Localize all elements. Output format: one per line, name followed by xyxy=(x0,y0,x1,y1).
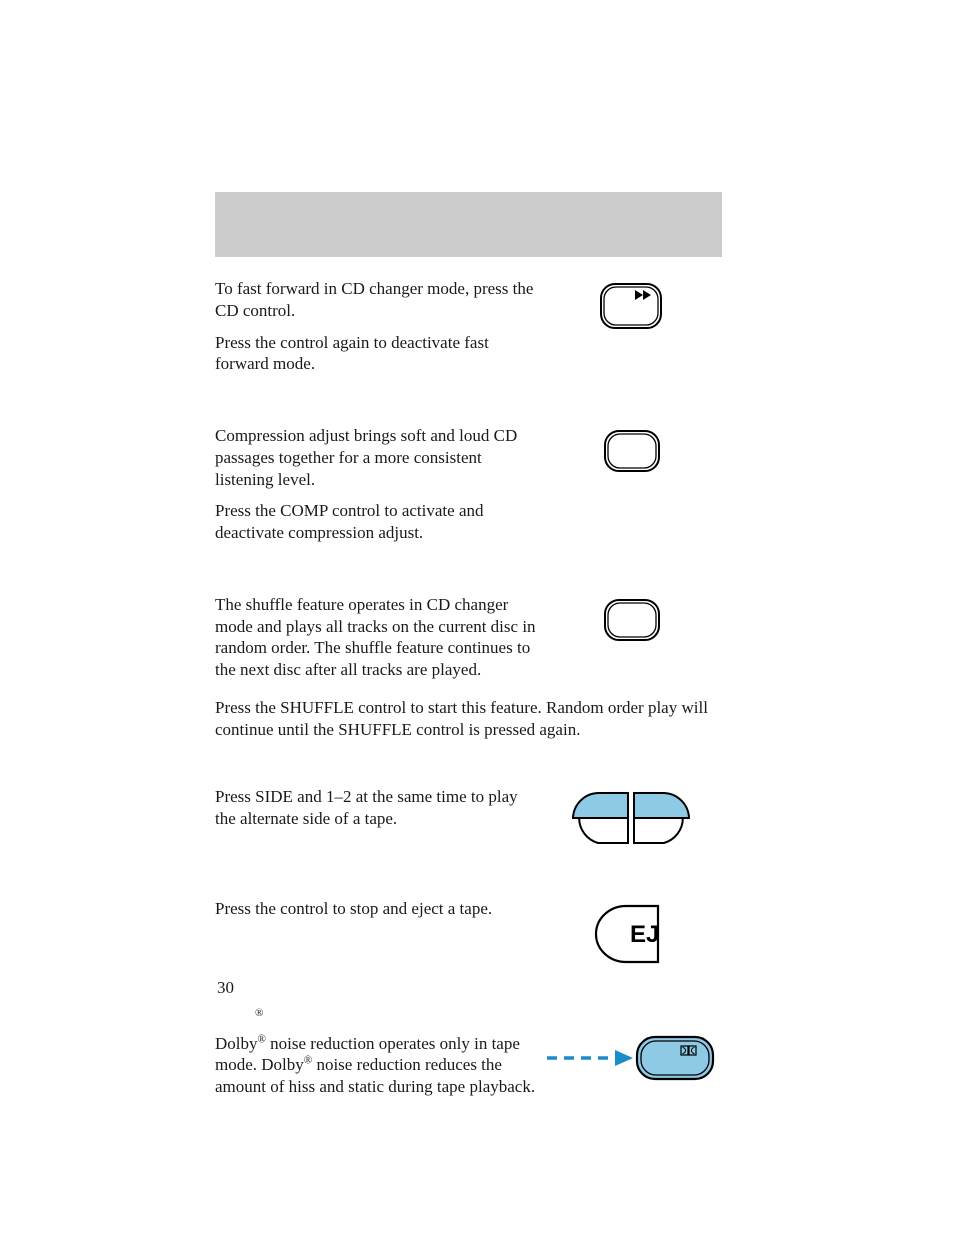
side-buttons-icon xyxy=(568,788,698,850)
shuffle-para-2: Press the SHUFFLE control to start this … xyxy=(215,697,725,741)
dolby-reg-1: ® xyxy=(258,1033,266,1045)
ff-para-1: To fast forward in CD changer mode, pres… xyxy=(215,278,540,322)
eject-button-icon: EJ xyxy=(588,900,678,970)
section-shuffle-full: Press the SHUFFLE control to start this … xyxy=(215,697,725,751)
dolby-heading-reg: ® xyxy=(255,1007,263,1019)
dolby-reg-2: ® xyxy=(304,1055,312,1067)
fast-forward-button-icon xyxy=(597,280,669,334)
shuffle-button-icon xyxy=(601,596,665,646)
section-eject: Press the control to stop and eject a ta… xyxy=(215,898,725,970)
ff-para-2: Press the control again to deactivate fa… xyxy=(215,332,540,376)
comp-para-2: Press the COMP control to activate and d… xyxy=(215,500,540,544)
section-shuffle: The shuffle feature operates in CD chang… xyxy=(215,594,725,691)
header-band xyxy=(215,192,722,257)
shuffle-para-1: The shuffle feature operates in CD chang… xyxy=(215,594,540,681)
content-area: To fast forward in CD changer mode, pres… xyxy=(215,278,725,1126)
section-dolby-heading: ® xyxy=(215,1006,725,1028)
dolby-text-a: Dolby xyxy=(215,1034,258,1053)
section-compression: Compression adjust brings soft and loud … xyxy=(215,425,725,554)
dolby-button-icon xyxy=(545,1033,720,1083)
eject-para-1: Press the control to stop and eject a ta… xyxy=(215,898,540,920)
side-para-1: Press SIDE and 1–2 at the same time to p… xyxy=(215,786,540,830)
eject-label: EJ xyxy=(630,921,659,948)
dolby-para-1: Dolby® noise reduction operates only in … xyxy=(215,1033,540,1098)
section-side: Press SIDE and 1–2 at the same time to p… xyxy=(215,786,725,850)
comp-button-icon xyxy=(601,427,665,477)
section-dolby: Dolby® noise reduction operates only in … xyxy=(215,1033,725,1108)
page-number: 30 xyxy=(217,978,234,998)
section-fast-forward: To fast forward in CD changer mode, pres… xyxy=(215,278,725,385)
comp-para-1: Compression adjust brings soft and loud … xyxy=(215,425,540,490)
